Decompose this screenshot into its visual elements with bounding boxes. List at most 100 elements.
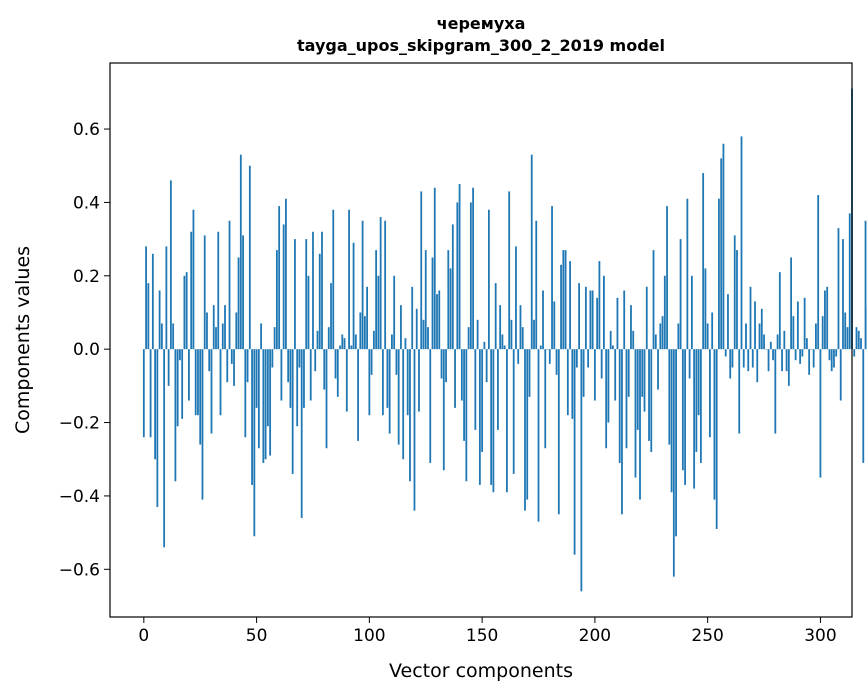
bar: [537, 349, 540, 522]
bar: [792, 316, 795, 350]
bar: [803, 297, 806, 350]
bar: [501, 334, 504, 350]
bar: [368, 349, 371, 416]
bar: [853, 349, 856, 357]
bar: [699, 349, 702, 463]
bar: [747, 349, 750, 372]
bar: [562, 250, 565, 350]
chart-title: черемуха: [437, 14, 526, 33]
bar: [794, 349, 797, 361]
bar: [718, 198, 720, 350]
bar: [395, 349, 398, 375]
bar: [826, 286, 829, 350]
bar: [582, 349, 585, 397]
bar: [654, 334, 657, 350]
bar: [372, 330, 375, 350]
bar: [506, 349, 508, 493]
bar: [336, 349, 339, 397]
bar: [321, 231, 323, 350]
bar: [386, 349, 389, 408]
bar: [145, 246, 147, 350]
bar: [551, 206, 553, 350]
bar: [219, 349, 222, 416]
bar: [815, 323, 817, 350]
bar: [833, 349, 835, 368]
bar: [294, 239, 296, 350]
bar: [264, 349, 267, 460]
bar: [449, 268, 452, 350]
bar: [733, 235, 736, 350]
bar: [438, 290, 441, 350]
bar: [483, 341, 486, 350]
bar: [492, 349, 495, 493]
plot-frame: [109, 62, 853, 618]
bar: [494, 283, 497, 350]
bar: [199, 349, 202, 445]
bar: [519, 305, 522, 350]
bar: [244, 349, 247, 438]
bar: [605, 349, 608, 449]
bar: [819, 349, 822, 478]
bar: [736, 250, 738, 350]
bar: [864, 220, 867, 350]
bar: [280, 349, 283, 401]
bar: [778, 272, 781, 350]
bar: [693, 349, 696, 489]
x-tick-label: 150: [466, 626, 498, 646]
bar: [641, 349, 644, 397]
bar: [266, 349, 269, 427]
bar: [255, 349, 258, 408]
bar: [163, 349, 166, 548]
bar: [487, 209, 490, 350]
bar: [589, 290, 592, 350]
bar: [675, 349, 677, 537]
bar: [681, 349, 684, 471]
bar: [508, 191, 511, 350]
bar: [363, 316, 366, 350]
bar: [465, 349, 468, 482]
bar: [456, 202, 459, 350]
bar: [790, 257, 792, 350]
bar: [839, 349, 842, 401]
bar: [533, 319, 535, 350]
bar: [165, 246, 168, 350]
bar: [197, 349, 199, 416]
bar: [278, 206, 281, 350]
bar: [235, 312, 238, 350]
bar: [765, 349, 768, 350]
bar: [212, 305, 215, 350]
bar: [156, 349, 159, 507]
bar: [769, 341, 772, 350]
bar: [260, 323, 262, 350]
bar: [490, 349, 493, 485]
bar: [808, 349, 811, 375]
bar: [192, 209, 195, 350]
bar: [476, 319, 479, 350]
bar: [393, 275, 396, 350]
bar: [253, 349, 256, 537]
bar: [226, 349, 229, 383]
bar: [142, 349, 145, 438]
bar: [172, 323, 175, 350]
bar: [796, 301, 799, 350]
bar: [722, 143, 725, 350]
bar: [404, 338, 407, 350]
bar: [824, 290, 826, 350]
bar: [433, 187, 436, 350]
bar: [341, 334, 344, 350]
bar: [812, 349, 815, 368]
bar: [499, 305, 502, 350]
bar: [564, 250, 567, 350]
bar: [370, 349, 373, 375]
bar: [740, 136, 743, 350]
bar: [517, 349, 520, 364]
bar: [801, 349, 804, 357]
bar: [147, 283, 150, 350]
bar: [510, 319, 513, 350]
bar: [217, 231, 220, 350]
bar: [659, 323, 662, 350]
bar: [542, 290, 544, 350]
bar: [151, 253, 154, 350]
bar: [512, 349, 515, 474]
